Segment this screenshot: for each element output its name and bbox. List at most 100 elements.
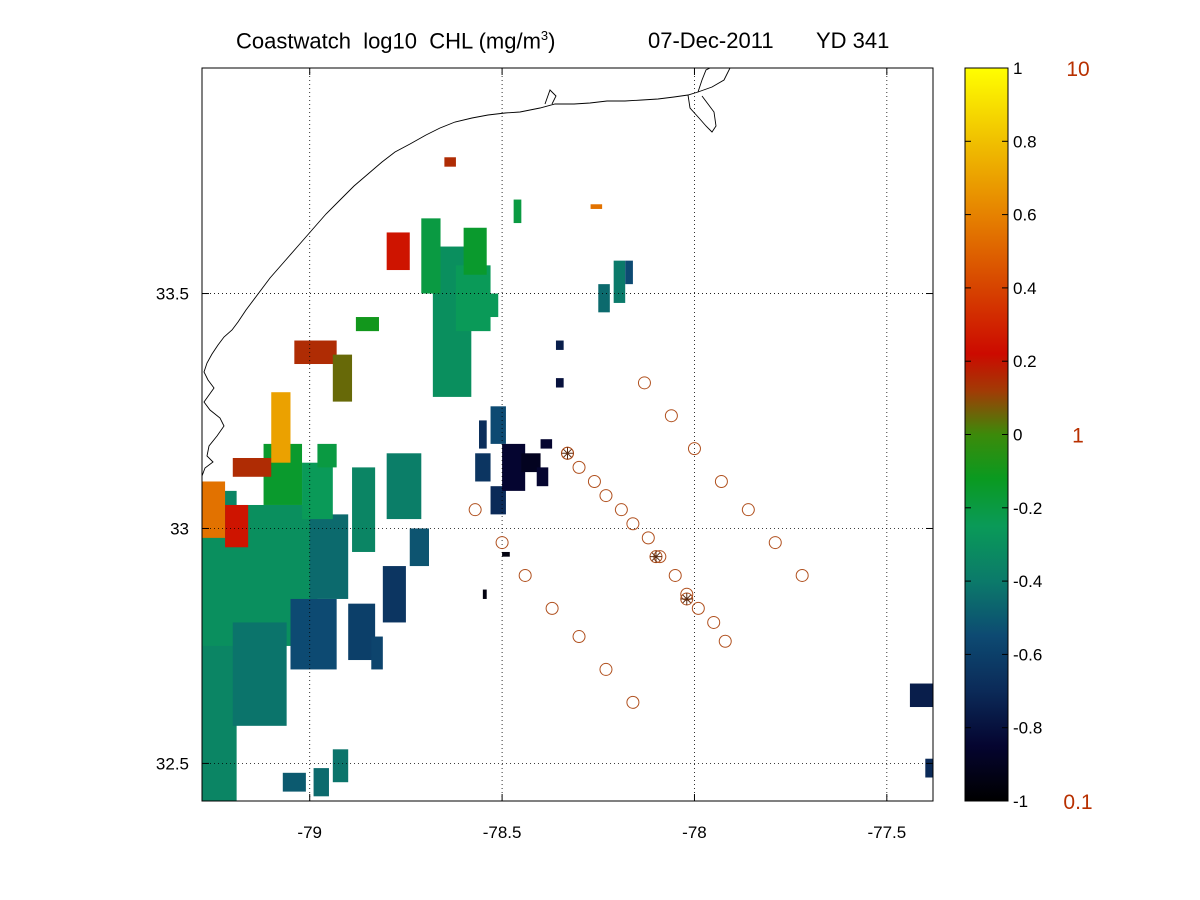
x-tick-label: -77.5	[867, 823, 906, 842]
cast-marker	[561, 446, 574, 460]
chl-patch	[409, 528, 429, 567]
chl-patch	[590, 204, 603, 209]
cast-marker	[680, 592, 694, 606]
concentration-label: 0.1	[1063, 791, 1092, 814]
station-circle	[691, 601, 705, 615]
title-yearday: YD 341	[816, 28, 890, 53]
station-circle	[641, 531, 655, 545]
chl-patch	[332, 749, 349, 783]
cast-marker-asterisk	[561, 447, 574, 460]
colorbar-tick-label: 0.4	[1013, 279, 1037, 298]
chl-patch	[486, 293, 499, 318]
y-tick-label: 33	[170, 519, 189, 538]
y-tick-label: 33.5	[156, 285, 189, 304]
cast-marker-asterisk	[649, 550, 662, 563]
colorbar-tick-label: -1	[1013, 792, 1028, 811]
chl-patch	[309, 514, 349, 599]
map-frame	[201, 67, 934, 802]
chl-patch	[355, 317, 379, 332]
colorbar-tick-label: -0.6	[1013, 645, 1042, 664]
title-quantity: CHL (mg/m	[429, 28, 541, 54]
chl-patch	[625, 260, 633, 285]
chl-patch	[502, 551, 510, 557]
chl-patch	[317, 443, 337, 468]
chl-patch	[332, 354, 353, 402]
chl-patch	[386, 232, 410, 271]
chl-patch	[290, 598, 337, 670]
concentration-label: 1	[1072, 425, 1084, 448]
chl-patch	[313, 768, 329, 797]
chl-patch	[536, 467, 549, 487]
chl-patch	[352, 467, 376, 552]
station-circle	[614, 503, 628, 517]
chl-patch	[282, 772, 306, 792]
chl-patch	[540, 439, 553, 449]
colorbar-tick-label: 0.8	[1013, 132, 1037, 151]
station-markers	[468, 376, 809, 709]
chl-patch	[455, 265, 491, 332]
station-circle	[468, 503, 482, 517]
chl-patch	[613, 260, 626, 303]
longitude-axis: -79 -78.5 -78 -77.5	[297, 68, 906, 842]
chl-patch	[202, 481, 226, 538]
station-circle	[587, 474, 601, 488]
coastline-path	[202, 68, 731, 477]
colorbar-tick-label: -0.4	[1013, 572, 1042, 591]
concentration-labels: 10 1 0.1	[1063, 58, 1092, 814]
station-circle	[741, 503, 755, 517]
chl-patch	[479, 420, 487, 449]
chl-patch	[348, 603, 376, 661]
cast-marker	[649, 550, 663, 564]
chl-patch	[490, 406, 506, 444]
title-unit-close: )	[548, 28, 556, 54]
station-circle	[664, 409, 678, 423]
colorbar-tick-label: 0	[1013, 426, 1022, 445]
station-circle	[495, 536, 509, 550]
chl-patch	[382, 566, 406, 623]
station-circle	[768, 536, 782, 550]
station-circle	[572, 460, 586, 474]
title-dataset: Coastwatch	[236, 28, 351, 54]
chl-patch	[482, 589, 487, 599]
colorbar-tick-label: 0.2	[1013, 352, 1037, 371]
map-background	[202, 68, 933, 801]
chl-patch	[232, 457, 272, 477]
station-circle	[714, 474, 728, 488]
x-tick-label: -78	[682, 823, 707, 842]
chl-patch	[232, 622, 287, 726]
chl-patch	[294, 340, 337, 365]
chl-patch	[925, 758, 933, 778]
colorbar: 1 0.8 0.6 0.4 0.2 0 -0.2 -0.4 -0.6 -0.8 -1 10 1 0.1	[964, 58, 1093, 814]
chl-patch	[475, 453, 491, 482]
colorbar-tick-label: 1	[1013, 59, 1022, 78]
station-circle	[518, 568, 532, 582]
chl-patch	[598, 284, 610, 313]
station-circle	[637, 376, 651, 390]
station-circle	[626, 695, 640, 709]
inlet-path	[544, 68, 717, 133]
chl-patch	[521, 453, 541, 473]
cast-marker-asterisk	[680, 592, 693, 605]
chl-patch	[463, 227, 487, 275]
station-circle	[599, 662, 613, 676]
title-unit-exponent: 3	[540, 28, 549, 43]
station-circle	[668, 568, 682, 582]
chl-patch	[225, 504, 249, 548]
colorbar-tick-label: -0.2	[1013, 499, 1042, 518]
station-circle	[795, 568, 809, 582]
station-circle	[545, 601, 559, 615]
colorbar-gradient	[965, 68, 1008, 801]
station-circle	[718, 634, 732, 648]
figure-title: Coastwatch log10 CHL (mg/m3)	[236, 28, 555, 54]
chl-patch	[302, 462, 333, 520]
colorbar-tick-label: -0.8	[1013, 719, 1042, 738]
station-circle	[599, 489, 613, 503]
station-circle	[572, 630, 586, 644]
latitude-axis: 33.5 33 32.5	[156, 285, 933, 773]
chl-patch	[490, 486, 506, 515]
chl-patch	[386, 453, 422, 520]
x-tick-label: -79	[297, 823, 322, 842]
chl-patch	[909, 683, 933, 708]
chl-patch	[555, 340, 564, 350]
